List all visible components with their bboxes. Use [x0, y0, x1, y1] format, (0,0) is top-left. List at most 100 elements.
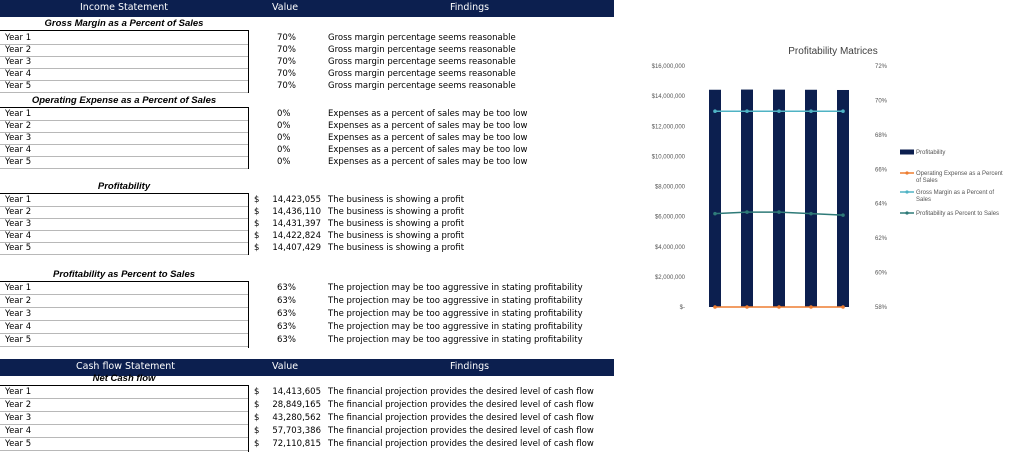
- table-row: Year 4 70% Gross margin percentage seems r…: [0, 69, 600, 81]
- section-title: Gross Margin as a Percent of Sales: [44, 18, 204, 29]
- row-value: 28,849,165: [272, 400, 321, 410]
- table-row: Year 5 63% The projection may be too aggre…: [0, 335, 600, 347]
- row-finding: The business is showing a profit: [328, 207, 465, 217]
- row-value: 63%: [277, 335, 296, 345]
- year-label: Year 3: [5, 309, 32, 319]
- row-gridline: [0, 320, 248, 321]
- year-label: Year 5: [5, 335, 32, 345]
- row-value: 14,413,605: [272, 387, 321, 397]
- row-value: 70%: [277, 33, 296, 43]
- currency-symbol: $: [254, 219, 260, 229]
- row-finding: Expenses as a percent of sales may be to…: [328, 133, 528, 143]
- section-vertical-rule: [248, 193, 249, 255]
- chart-title: Profitability Matrices: [788, 46, 877, 57]
- table-row: Year 3 0% Expenses as a percent of sales m…: [0, 133, 600, 145]
- row-finding: Gross margin percentage seems reasonable: [328, 33, 516, 43]
- row-gridline: [0, 437, 248, 438]
- cash-flow-title: Cash flow Statement: [76, 361, 176, 372]
- row-gridline: [0, 68, 248, 69]
- series-point: [777, 305, 781, 309]
- currency-symbol: $: [254, 243, 260, 253]
- legend-label: Profitability: [916, 150, 945, 156]
- section-title: Net Cash flow: [92, 373, 156, 384]
- table-row: Year 5 $14,407,429 The business is showing…: [0, 243, 600, 255]
- row-finding: The financial projection provides the de…: [328, 387, 594, 397]
- row-finding: Expenses as a percent of sales may be to…: [328, 109, 528, 119]
- row-gridline: [0, 120, 248, 121]
- row-gridline: [0, 156, 248, 157]
- table-row: Year 2 $28,849,165 The financial projectio…: [0, 400, 600, 412]
- year-label: Year 2: [5, 45, 32, 55]
- year-label: Year 3: [5, 413, 32, 423]
- series-point: [841, 305, 845, 309]
- left-axis-tick-label: $8,000,000: [655, 185, 686, 191]
- table-row: Year 5 0% Expenses as a percent of sales m…: [0, 157, 600, 169]
- row-finding: Expenses as a percent of sales may be to…: [328, 121, 528, 131]
- table-row: Year 4 63% The projection may be too aggre…: [0, 322, 600, 334]
- year-label: Year 1: [5, 283, 32, 293]
- row-value: 63%: [277, 322, 296, 332]
- row-value: 14,422,824: [272, 231, 321, 241]
- row-value: 0%: [277, 109, 291, 119]
- row-finding: Expenses as a percent of sales may be to…: [328, 157, 528, 167]
- table-row: Year 1 $14,413,605 The financial projectio…: [0, 387, 600, 399]
- table-row: Year 1 70% Gross margin percentage seems r…: [0, 33, 600, 45]
- row-gridline: [0, 230, 248, 231]
- table-row: Year 3 $14,431,397 The business is showing…: [0, 219, 600, 231]
- year-label: Year 1: [5, 195, 32, 205]
- row-gridline: [0, 398, 248, 399]
- row-value: 0%: [277, 145, 291, 155]
- currency-symbol: $: [254, 439, 260, 449]
- profitability-chart: Profitability Matrices $16,000,000 $14,00…: [652, 46, 1003, 311]
- right-axis-tick-label: 62%: [875, 236, 888, 242]
- section-vertical-rule: [248, 30, 249, 93]
- row-value: 0%: [277, 133, 291, 143]
- year-label: Year 5: [5, 243, 32, 253]
- income-statement-header: Income Statement Value Findings: [0, 0, 614, 17]
- profitability-bar: [709, 89, 721, 307]
- year-label: Year 5: [5, 157, 32, 167]
- cash-findings-column-header: Findings: [450, 361, 490, 372]
- series-point: [841, 109, 845, 113]
- row-finding: The projection may be too aggressive in …: [328, 296, 583, 306]
- legend-marker: [905, 211, 909, 215]
- income-statement-title: Income Statement: [80, 2, 168, 13]
- left-axis-tick-label: $4,000,000: [655, 245, 686, 251]
- table-row: Year 3 70% Gross margin percentage seems r…: [0, 57, 600, 69]
- profitability-bar: [741, 89, 753, 307]
- series-point: [745, 109, 749, 113]
- row-gridline: [0, 307, 248, 308]
- section-divider: [0, 281, 248, 282]
- series-point: [777, 109, 781, 113]
- year-label: Year 5: [5, 81, 32, 91]
- left-axis-tick-label: $10,000,000: [652, 154, 686, 160]
- cash-value-column-header: Value: [272, 361, 299, 372]
- table-row: Year 5 70% Gross margin percentage seems r…: [0, 81, 600, 93]
- table-row: Year 2 0% Expenses as a percent of sales m…: [0, 121, 600, 133]
- row-finding: Gross margin percentage seems reasonable: [328, 57, 516, 67]
- section-divider: [0, 107, 248, 108]
- row-value: 0%: [277, 157, 291, 167]
- right-axis-tick-label: 60%: [875, 271, 888, 277]
- series-point: [745, 210, 749, 214]
- right-axis-tick-label: 70%: [875, 98, 888, 104]
- row-finding: The projection may be too aggressive in …: [328, 283, 583, 293]
- section-divider: [0, 385, 248, 386]
- profitability-bar: [773, 89, 785, 308]
- year-label: Year 4: [5, 426, 32, 436]
- series-point: [713, 109, 717, 113]
- row-finding: The financial projection provides the de…: [328, 413, 594, 423]
- row-value: 57,703,386: [272, 426, 321, 436]
- row-finding: The business is showing a profit: [328, 231, 465, 241]
- row-gridline: [0, 294, 248, 295]
- row-value: 63%: [277, 283, 296, 293]
- legend-label: Gross Margin as a Percent of Sales: [916, 190, 994, 203]
- section-vertical-rule: [248, 385, 249, 452]
- findings-column-header: Findings: [450, 2, 490, 13]
- year-label: Year 2: [5, 296, 32, 306]
- series-point: [809, 211, 813, 216]
- row-finding: Gross margin percentage seems reasonable: [328, 81, 516, 91]
- left-axis-tick-label: $2,000,000: [655, 275, 686, 281]
- year-label: Year 1: [5, 387, 32, 397]
- series-point: [713, 305, 717, 309]
